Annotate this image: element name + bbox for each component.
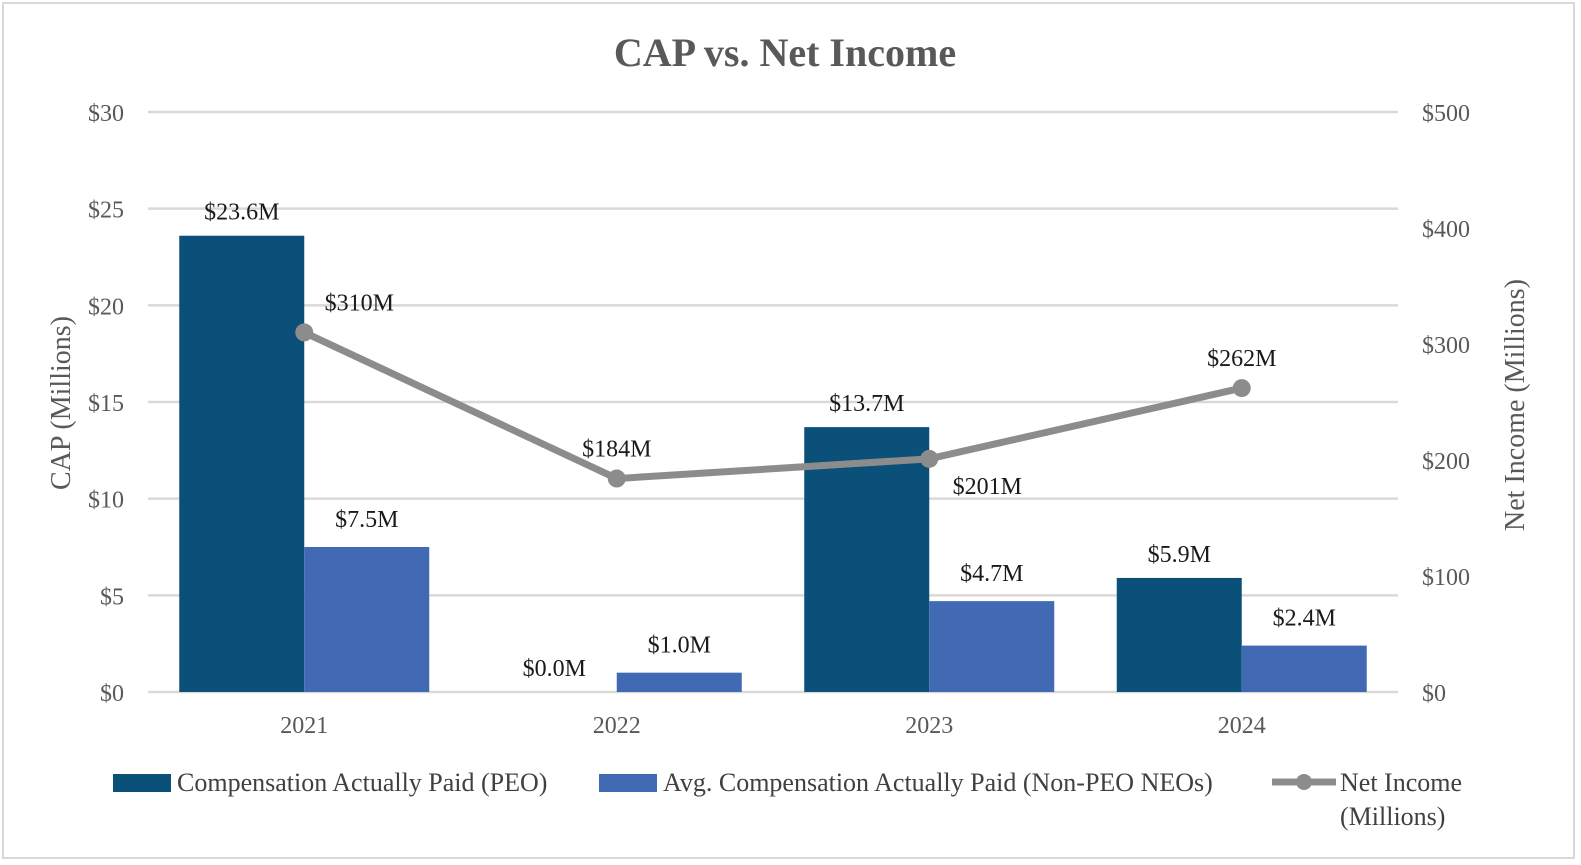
x-tick-label-2023: 2023 (905, 713, 953, 739)
legend-swatch-non-peo (599, 774, 657, 792)
label-peo-2024: $5.9M (1148, 542, 1211, 568)
bar-non-peo-2024 (1241, 645, 1367, 692)
y-tick-label: $5 (100, 584, 124, 610)
legend-label-peo: Compensation Actually Paid (PEO) (177, 768, 547, 797)
legend-label-net-income-line1: Net Income (1340, 768, 1462, 797)
label-non-peo-2021: $7.5M (335, 507, 398, 533)
y-tick-label: $20 (88, 294, 124, 320)
net-income-point-2024 (1232, 379, 1251, 398)
legend: Compensation Actually Paid (PEO) Avg. Com… (113, 768, 1462, 831)
y2-tick-label: $400 (1422, 217, 1470, 243)
y-tick-label: $25 (88, 198, 124, 224)
label-net-income-2023: $201M (953, 474, 1022, 500)
legend-label-net-income-line2: (Millions) (1340, 802, 1445, 831)
right-axis-title: Net Income (Millions) (1500, 279, 1531, 531)
y2-tick-label: $200 (1422, 449, 1470, 475)
legend-swatch-peo (113, 774, 171, 792)
y2-tick-label: $500 (1422, 101, 1470, 127)
bar-non-peo-2022 (616, 672, 742, 692)
chart-title: CAP vs. Net Income (614, 30, 956, 75)
label-net-income-2024: $262M (1207, 346, 1276, 372)
bar-non-peo-2021 (304, 547, 430, 692)
label-peo-2023: $13.7M (829, 391, 904, 417)
label-non-peo-2024: $2.4M (1273, 606, 1336, 632)
net-income-point-2021 (295, 323, 314, 342)
label-peo-2022: $0.0M (523, 656, 586, 682)
y2-tick-label: $0 (1422, 681, 1446, 707)
y2-tick-label: $300 (1422, 333, 1470, 359)
y2-tick-label: $100 (1422, 565, 1470, 591)
x-tick-label-2024: 2024 (1218, 713, 1266, 739)
y-tick-label: $30 (88, 101, 124, 127)
label-non-peo-2022: $1.0M (648, 633, 711, 659)
label-non-peo-2023: $4.7M (960, 561, 1023, 587)
line-series (295, 323, 1251, 488)
bar-non-peo-2023 (929, 601, 1055, 692)
bar-peo-2024 (1116, 577, 1242, 692)
legend-marker-net-income (1296, 774, 1312, 790)
y-tick-label: $10 (88, 488, 124, 514)
bar-peo-2021 (179, 235, 305, 692)
data-labels: $23.6M $7.5M $0.0M $1.0M $13.7M $4.7M $5.9M $2.… (204, 200, 1336, 682)
right-axis-ticks: $0 $100 $200 $300 $400 $500 (1422, 101, 1470, 707)
net-income-point-2023 (920, 449, 939, 468)
bar-series (179, 235, 1367, 692)
net-income-line (302, 329, 1243, 483)
legend-label-non-peo: Avg. Compensation Actually Paid (Non-PEO… (663, 768, 1213, 797)
y-tick-label: $15 (88, 391, 124, 417)
label-net-income-2021: $310M (325, 290, 394, 316)
bar-peo-2023 (804, 427, 930, 692)
label-peo-2021: $23.6M (204, 200, 279, 226)
x-tick-label-2021: 2021 (280, 713, 328, 739)
left-axis-title: CAP (Millions) (46, 316, 77, 490)
net-income-point-2022 (607, 469, 626, 488)
left-axis-ticks: $0 $5 $10 $15 $20 $25 $30 (88, 101, 124, 707)
x-tick-label-2022: 2022 (593, 713, 641, 739)
y-tick-label: $0 (100, 681, 124, 707)
x-axis-ticks: 2021 2022 2023 2024 (280, 713, 1266, 739)
label-net-income-2022: $184M (582, 437, 651, 463)
